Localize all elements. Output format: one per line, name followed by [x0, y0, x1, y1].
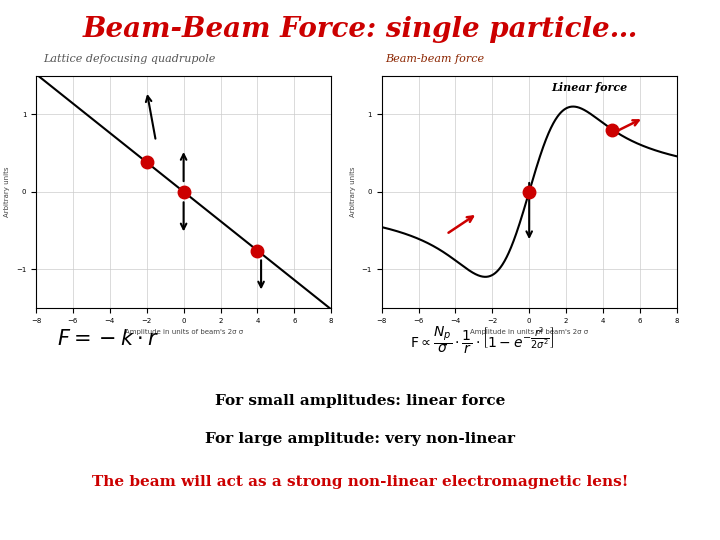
Text: Beam-Beam Force: single particle…: Beam-Beam Force: single particle… [82, 16, 638, 43]
Y-axis label: Arbitrary units: Arbitrary units [4, 166, 10, 217]
Text: $F = -k \cdot r$: $F = -k \cdot r$ [57, 329, 159, 349]
X-axis label: Amplitude in units of beam's 2σ σ: Amplitude in units of beam's 2σ σ [125, 329, 243, 335]
X-axis label: Amplitude in units of beam's 2σ σ: Amplitude in units of beam's 2σ σ [470, 329, 588, 335]
Y-axis label: Arbitrary units: Arbitrary units [350, 166, 356, 217]
Text: Linear force: Linear force [552, 82, 628, 93]
Text: $\mathrm{F} \propto \dfrac{N_p}{\sigma} \cdot \dfrac{1}{r} \cdot \left[1 - e^{-\: $\mathrm{F} \propto \dfrac{N_p}{\sigma} … [410, 324, 554, 356]
Text: Lattice defocusing quadrupole: Lattice defocusing quadrupole [43, 54, 215, 64]
Text: For large amplitude: very non-linear: For large amplitude: very non-linear [205, 432, 515, 446]
Text: For small amplitudes: linear force: For small amplitudes: linear force [215, 394, 505, 408]
Text: The beam will act as a strong non-linear electromagnetic lens!: The beam will act as a strong non-linear… [92, 475, 628, 489]
Text: Beam-beam force: Beam-beam force [385, 54, 485, 64]
